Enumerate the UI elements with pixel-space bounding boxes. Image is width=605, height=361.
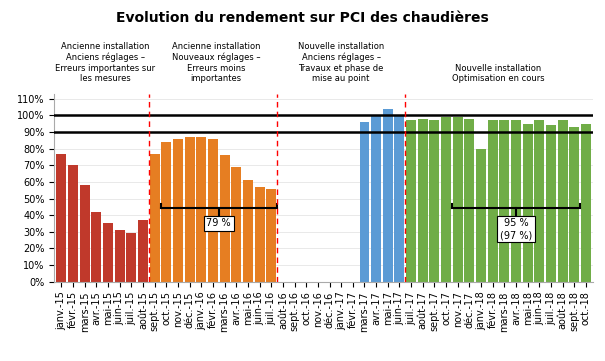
Bar	[197, 137, 206, 282]
Bar	[173, 139, 183, 282]
Bar	[220, 155, 229, 282]
Bar	[430, 121, 439, 282]
Text: Evolution du rendement sur PCI des chaudières: Evolution du rendement sur PCI des chaud…	[116, 11, 489, 25]
Bar	[546, 125, 556, 282]
Text: Ancienne installation
Nouveaux réglages –
Erreurs moins
importantes: Ancienne installation Nouveaux réglages …	[172, 42, 260, 83]
Bar	[243, 180, 253, 282]
Bar	[208, 139, 218, 282]
Bar	[371, 116, 381, 282]
Bar	[569, 127, 579, 282]
Text: 79 %: 79 %	[206, 218, 231, 229]
Bar	[453, 117, 463, 282]
Bar	[441, 117, 451, 282]
Bar	[476, 149, 486, 282]
Text: Ancienne installation
Anciens réglages –
Erreurs importantes sur
les mesures: Ancienne installation Anciens réglages –…	[55, 42, 155, 83]
Bar	[465, 119, 474, 282]
Bar	[534, 121, 544, 282]
Bar	[359, 122, 370, 282]
Bar	[266, 188, 276, 282]
Bar	[56, 154, 67, 282]
Bar	[499, 121, 509, 282]
Bar	[231, 167, 241, 282]
Bar	[488, 121, 498, 282]
Bar	[523, 124, 532, 282]
Bar	[406, 121, 416, 282]
Bar	[511, 121, 521, 282]
Bar	[126, 234, 136, 282]
Bar	[581, 124, 591, 282]
Bar	[185, 137, 195, 282]
Bar	[115, 230, 125, 282]
Text: Nouvelle installation
Optimisation en cours: Nouvelle installation Optimisation en co…	[452, 64, 545, 83]
Bar	[162, 142, 171, 282]
Bar	[68, 165, 78, 282]
Bar	[138, 220, 148, 282]
Text: Nouvelle installation
Anciens réglages –
Travaux et phase de
mise au point: Nouvelle installation Anciens réglages –…	[298, 42, 384, 83]
Bar	[383, 109, 393, 282]
Bar	[103, 223, 113, 282]
Bar	[255, 187, 264, 282]
Text: 95 %
(97 %): 95 % (97 %)	[500, 218, 532, 240]
Bar	[558, 121, 567, 282]
Bar	[394, 116, 404, 282]
Bar	[149, 154, 160, 282]
Bar	[80, 185, 90, 282]
Bar	[91, 212, 102, 282]
Bar	[418, 119, 428, 282]
